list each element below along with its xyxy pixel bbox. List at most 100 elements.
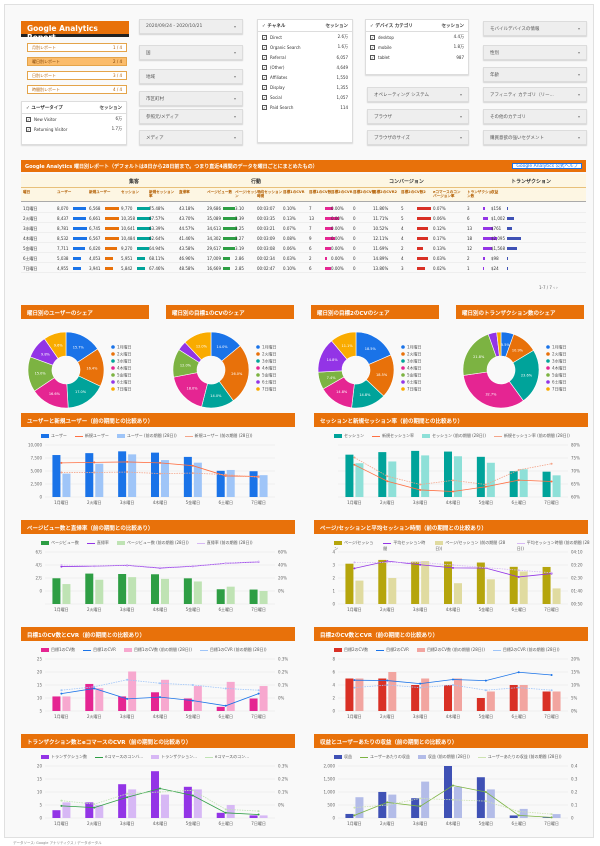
line-point[interactable] — [257, 692, 260, 695]
legend-item[interactable]: 目標1のCVR — [83, 647, 116, 653]
segment-row[interactable]: 日別レポート 3 / 4 — [27, 71, 127, 80]
bar[interactable] — [444, 451, 452, 497]
segment-row[interactable]: 時間別レポート 4 / 4 — [27, 85, 127, 94]
legend-item[interactable]: トランザクション... — [151, 754, 197, 760]
column-header[interactable]: 目標1のCV数 — [309, 190, 332, 194]
line-point[interactable] — [517, 569, 520, 572]
bar[interactable] — [444, 685, 452, 711]
filter-country[interactable]: 国 ▾ — [139, 45, 243, 60]
legend-item[interactable]: 目標1のCVR (前の期間 (28日)) — [199, 647, 267, 653]
checkbox-icon[interactable]: ✓ — [262, 34, 267, 40]
bar-previous[interactable] — [193, 462, 202, 497]
bar-previous[interactable] — [226, 586, 235, 604]
filter-option[interactable]: ✓ desktop 4.4万 — [366, 32, 468, 42]
table-row[interactable]: 1月曜日 8,070 6,568 9,770 75.48% 43.18% 29,686 3.1… — [21, 204, 586, 213]
filter-os[interactable]: オペレーティング システム ▾ — [367, 87, 469, 102]
legend-item[interactable]: ユーザー (前の期間 (28日)) — [116, 433, 177, 439]
line-point[interactable] — [386, 480, 389, 483]
pie-slice[interactable] — [496, 331, 502, 357]
bar[interactable] — [183, 786, 192, 818]
line-point[interactable] — [517, 671, 520, 674]
line-point[interactable] — [93, 471, 96, 474]
bar[interactable] — [345, 454, 354, 497]
pie-slice[interactable] — [463, 371, 524, 409]
column-header[interactable]: 目標1のCVR — [283, 190, 305, 194]
line-point[interactable] — [126, 471, 129, 474]
filter-option[interactable]: ✓ New Visitor 6万 — [22, 114, 126, 124]
line-point[interactable] — [419, 686, 422, 689]
bar-previous[interactable] — [454, 678, 462, 712]
segment-row[interactable]: 月別レポート 1 / 4 — [27, 43, 127, 52]
filter-option[interactable]: ✓ Returning Visitor 1.7万 — [22, 124, 126, 134]
legend-item[interactable]: ユーザーあたりの収益 — [360, 754, 410, 760]
combo-chart[interactable]: 8 20% 6 15% 4 10% 2 5% 0 0% 1月曜日 2火曜日 3水曜日 4木曜日 5金曜日 6土… — [314, 653, 594, 729]
line-point[interactable] — [452, 490, 454, 493]
table-row[interactable]: 5金曜日 7,711 6,020 9,270 64.94% 43.58% 29,617 3.1… — [21, 244, 586, 253]
line-point[interactable] — [517, 468, 520, 471]
legend-item[interactable]: 目標1のCV数 — [41, 647, 75, 653]
table-row[interactable]: 3水曜日 8,781 6,745 10,641 63.39% 44.57% 34,613 3.… — [21, 224, 586, 233]
line-point[interactable] — [159, 696, 161, 699]
channel-filter[interactable]: ✓ チャネル セッション ✓ Direct 2.6万 ✓ Organic Search 1.… — [257, 19, 353, 143]
line-point[interactable] — [93, 806, 96, 809]
bar[interactable] — [345, 678, 354, 712]
bar-previous[interactable] — [552, 814, 561, 818]
legend-item[interactable]: 直帰率 (前の期間 (28日)) — [196, 540, 253, 546]
line-point[interactable] — [419, 561, 422, 564]
line-point[interactable] — [126, 796, 129, 799]
bar-previous[interactable] — [226, 469, 235, 497]
bar[interactable] — [183, 698, 192, 711]
line-point[interactable] — [484, 566, 487, 569]
bar-previous[interactable] — [552, 475, 561, 497]
bar[interactable] — [509, 685, 518, 711]
pie-slice[interactable] — [184, 331, 212, 361]
bar-previous[interactable] — [355, 678, 364, 712]
bar[interactable] — [444, 766, 452, 818]
pie-chart[interactable]: 14.0% 26.0% 14.0% 18.0% 12.0% 12.0% 1月曜日 2火曜日3水… — [166, 325, 296, 415]
checkbox-icon[interactable]: ✓ — [262, 84, 267, 90]
legend-item[interactable]: ページビュー数 (前の期間 (28日)) — [116, 540, 189, 546]
bar[interactable] — [411, 685, 420, 711]
bar[interactable] — [52, 455, 61, 497]
filter-option[interactable]: ✓ Display 1,355 — [258, 82, 352, 92]
line-point[interactable] — [550, 571, 553, 574]
bar-previous[interactable] — [259, 591, 268, 604]
column-header[interactable]: 目標2のCVR — [331, 190, 353, 194]
checkbox-icon[interactable]: ✓ — [370, 34, 375, 40]
line-point[interactable] — [452, 678, 454, 681]
bar[interactable] — [345, 563, 354, 604]
legend-item[interactable]: ページ/セッション — [334, 540, 375, 552]
legend-item[interactable]: eコマースのコンバ... — [95, 754, 143, 760]
bar[interactable] — [378, 678, 387, 712]
pie-chart[interactable]: 18.5% 18.5% 14.8% 14.8% 7.4% 14.8% 11.1% 1月曜日 2火… — [311, 325, 441, 415]
legend-item[interactable]: 平均セッション時間 — [383, 540, 427, 552]
line-point[interactable] — [191, 472, 194, 475]
line-point[interactable] — [126, 792, 129, 795]
line-point[interactable] — [419, 483, 422, 486]
line-point[interactable] — [386, 801, 389, 804]
line-point[interactable] — [484, 679, 487, 682]
checkbox-icon[interactable]: ✓ — [26, 126, 31, 132]
bar-previous[interactable] — [486, 462, 495, 497]
bar-previous[interactable] — [552, 691, 561, 712]
bar[interactable] — [85, 683, 94, 711]
line-point[interactable] — [257, 810, 260, 813]
bar-previous[interactable] — [259, 475, 268, 497]
bar-previous[interactable] — [161, 794, 169, 818]
legend-item[interactable]: トランザクション数 — [41, 754, 87, 760]
bar[interactable] — [249, 815, 258, 818]
filter-source-medium[interactable]: 参照元/メディア ▾ — [139, 109, 243, 124]
line-point[interactable] — [484, 689, 487, 692]
line-point[interactable] — [550, 816, 553, 819]
line-point[interactable] — [224, 704, 227, 707]
line-point[interactable] — [452, 798, 454, 801]
checkbox-icon[interactable]: ✓ — [370, 54, 375, 60]
line-point[interactable] — [224, 811, 227, 814]
legend-item[interactable]: eコマースのコン... — [204, 754, 249, 760]
column-header[interactable]: 平均セッション時間 — [257, 190, 283, 198]
legend-item[interactable]: 収益 (前の期間 (28日)) — [417, 754, 470, 760]
bar[interactable] — [85, 802, 94, 818]
bar[interactable] — [476, 456, 485, 497]
bar[interactable] — [476, 562, 485, 604]
bar[interactable] — [542, 817, 551, 818]
